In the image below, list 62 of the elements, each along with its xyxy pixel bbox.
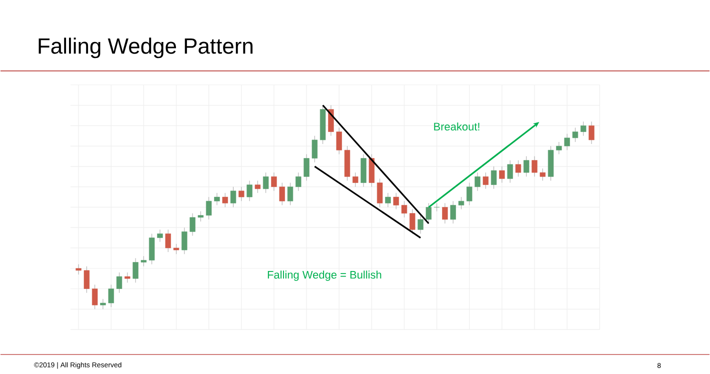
candlestick	[401, 200, 408, 218]
candlestick	[214, 192, 220, 206]
candlestick	[564, 133, 570, 150]
candlestick	[426, 202, 432, 224]
candlestick	[524, 156, 530, 177]
candlestick	[442, 202, 448, 224]
candlestick	[198, 210, 204, 222]
candlestick	[540, 168, 546, 181]
candlestick	[490, 166, 497, 189]
candlestick	[515, 160, 522, 177]
candlestick	[173, 243, 180, 254]
candlestick	[92, 284, 98, 310]
candlestick	[230, 186, 236, 208]
candlestick	[328, 104, 334, 136]
chart-title: Falling Wedge Pattern	[38, 37, 252, 58]
candlestick	[287, 182, 294, 206]
candlestick	[588, 121, 594, 144]
candlestick	[254, 180, 261, 193]
candlestick	[132, 258, 138, 283]
candlestick	[385, 192, 391, 208]
candlestick	[296, 172, 302, 191]
candlestick	[466, 182, 472, 206]
candlestick	[580, 121, 586, 136]
candlestick	[165, 229, 171, 252]
candlestick	[556, 141, 562, 154]
candlestick	[336, 127, 342, 154]
candlestick	[499, 166, 505, 183]
candlestick	[84, 266, 90, 293]
annotation: Breakout!	[434, 122, 480, 130]
candlestick	[100, 298, 106, 310]
candlestick	[352, 172, 358, 187]
candlestick	[312, 135, 318, 162]
candlestick	[418, 214, 424, 234]
candlestick	[532, 156, 538, 177]
candlestick	[76, 264, 82, 274]
candlestick	[393, 192, 399, 210]
candlestick	[434, 202, 440, 212]
candlestick	[116, 272, 122, 293]
candlestick	[507, 160, 513, 183]
candlestick	[279, 182, 285, 206]
candlestick	[246, 180, 252, 202]
candlestick	[262, 172, 269, 193]
candlestick	[410, 208, 416, 234]
candlestick	[572, 127, 578, 142]
candlestick	[482, 172, 489, 189]
candlestick	[190, 212, 196, 236]
candlestick	[376, 178, 383, 208]
candlestick	[458, 196, 464, 210]
candlestick	[157, 229, 163, 242]
candlestick	[182, 227, 188, 254]
candlestick	[238, 186, 244, 202]
candlestick	[108, 284, 114, 308]
candlestick	[140, 256, 147, 266]
candlestick	[206, 196, 212, 220]
annotation: Falling Wedge = Bullish	[268, 270, 382, 281]
candlestick	[222, 192, 228, 208]
candlestick	[304, 154, 310, 181]
candlestick	[474, 172, 480, 191]
candlestick	[271, 172, 277, 191]
candlestick	[124, 272, 130, 283]
candlestick	[148, 233, 155, 264]
candlestick	[450, 200, 456, 224]
